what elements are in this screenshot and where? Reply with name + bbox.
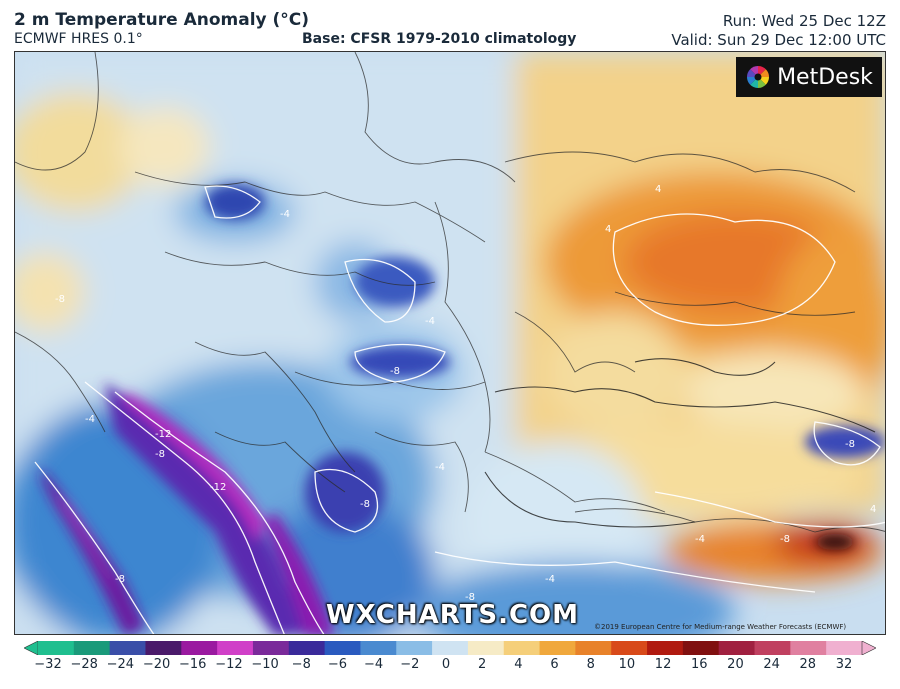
colorbar-tick-label: −12 — [215, 657, 243, 672]
contour-label: -4 — [280, 209, 290, 220]
contour-label: -12 — [155, 429, 171, 440]
contour-label: -12 — [210, 482, 226, 493]
contour-label: -4 — [695, 534, 705, 545]
colorbar-tick-label: −28 — [70, 657, 98, 672]
colorbar-segment — [109, 641, 146, 655]
contour-label: 4 — [870, 504, 876, 515]
colorbar-segment — [181, 641, 218, 655]
colorbar-segment — [288, 641, 326, 655]
colorbar-tick-label: 0 — [441, 657, 451, 672]
contour-label: -8 — [845, 439, 855, 450]
colorbar-tick-label: −4 — [364, 657, 384, 672]
contour-label: -4 — [545, 574, 555, 585]
colorbar-max-arrow — [861, 641, 876, 655]
colorbar-tick-label: −10 — [251, 657, 279, 672]
ecmwf-copyright: ©2019 European Centre for Medium-range W… — [594, 623, 847, 631]
valid-label: Valid: Sun 29 Dec 12:00 UTC — [671, 31, 886, 49]
colorbar-tick-label: −2 — [400, 657, 420, 672]
contour-label: -4 — [425, 316, 435, 327]
colorbar-segment — [754, 641, 791, 655]
contour-label: -8 — [360, 499, 370, 510]
colorbar-segment — [647, 641, 684, 655]
map-canvas: -4 -8 -12 -8 -12 -8 -8 -8 -4 -4 4 4 4 -4… — [15, 52, 885, 634]
metdesk-logo-text: MetDesk — [777, 64, 873, 90]
colorbar-tick-label: −20 — [142, 657, 171, 672]
colorbar-tick-label: 24 — [763, 657, 780, 672]
run-label: Run: Wed 25 Dec 12Z — [722, 12, 886, 30]
contour-label: -8 — [390, 366, 400, 377]
contour-label: -8 — [115, 574, 125, 585]
contour-label: -8 — [780, 534, 790, 545]
contour-label: -8 — [465, 592, 475, 603]
colorbar-tick-label: 28 — [799, 657, 817, 672]
colorbar-segment — [432, 641, 469, 655]
contour-label: -8 — [155, 449, 165, 460]
colorbar-tick-label: −8 — [291, 657, 311, 672]
colorbar-tick-label: −24 — [106, 657, 135, 672]
metdesk-logo-icon — [747, 65, 770, 89]
colorbar-segment — [790, 641, 827, 655]
colorbar-tick-label: 10 — [618, 657, 636, 672]
colorbar-tick-label: 6 — [550, 657, 559, 672]
colorbar-segment — [145, 641, 182, 655]
colorbar-tick-label: −6 — [327, 657, 348, 672]
colorbar-segment — [252, 641, 290, 655]
colorbar-segment — [38, 641, 75, 655]
contour-label: 4 — [655, 184, 661, 195]
contour-label: -8 — [55, 294, 65, 305]
colorbar-ticks: −32 −28 −24 −20 −16 −12 −10 −8 −6 −4 −2 0 2 4 6 8 10 12 16… — [0, 657, 900, 677]
colorbar-tick-label: 16 — [690, 657, 708, 672]
colorbar-segment — [73, 641, 111, 655]
colorbar-segment — [324, 641, 361, 655]
metdesk-logo: MetDesk — [736, 57, 882, 97]
colorbar-tick-label: 2 — [478, 657, 487, 672]
colorbar-segment — [396, 641, 433, 655]
contour-label: -4 — [435, 462, 445, 473]
colorbar-segment — [682, 641, 720, 655]
chart-title: 2 m Temperature Anomaly (°C) — [14, 10, 310, 30]
wxcharts-watermark: WXCHARTS.COM — [326, 600, 580, 630]
contour-labels: -4 -8 -12 -8 -12 -8 -8 -8 -4 -4 4 4 4 -4… — [55, 184, 876, 603]
colorbar-tick-label: 8 — [586, 657, 595, 672]
anomaly-map[interactable]: -4 -8 -12 -8 -12 -8 -8 -8 -4 -4 4 4 4 -4… — [14, 51, 886, 635]
model-label: ECMWF HRES 0.1° — [14, 31, 143, 47]
colorbar-segment — [360, 641, 397, 655]
colorbar-segment — [503, 641, 541, 655]
colorbar-segment — [217, 641, 254, 655]
colorbar-tick-label: −16 — [179, 657, 207, 672]
colorbar-tick-label: 20 — [727, 657, 744, 672]
colorbar-tick-label: 4 — [514, 657, 523, 672]
contour-label: 4 — [605, 224, 611, 235]
colorbar-segment — [611, 641, 648, 655]
contour-label: -4 — [85, 414, 95, 425]
colorbar-segment — [539, 641, 576, 655]
colorbar-min-arrow — [24, 641, 39, 655]
colorbar-segment — [575, 641, 612, 655]
base-label: Base: CFSR 1979-2010 climatology — [302, 31, 577, 47]
colorbar-tick-label: 12 — [654, 657, 672, 672]
colorbar-tick-label: −32 — [34, 657, 62, 672]
colorbar-tick-label: 32 — [835, 657, 853, 672]
colorbar-segment — [826, 641, 863, 655]
colorbar-segment — [718, 641, 756, 655]
colorbar-segment — [467, 641, 505, 655]
colorbar — [24, 641, 876, 655]
